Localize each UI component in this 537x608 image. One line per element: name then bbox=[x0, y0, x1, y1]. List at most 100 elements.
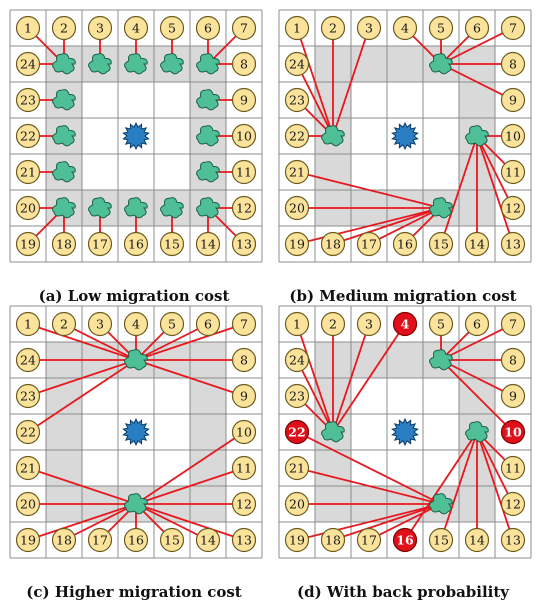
migration-edge bbox=[27, 503, 137, 541]
panel-c-caption: (c) Higher migration cost bbox=[26, 583, 242, 601]
migration-edge bbox=[135, 503, 209, 541]
node-9-circle bbox=[231, 383, 257, 409]
migration-edge bbox=[135, 323, 245, 361]
migration-edge bbox=[332, 207, 442, 245]
cloud-icon bbox=[196, 161, 220, 183]
node-1-label: 1 bbox=[293, 317, 301, 332]
node-15-label: 15 bbox=[164, 237, 180, 252]
node-23-label: 23 bbox=[289, 389, 305, 404]
node-10-circle bbox=[500, 419, 526, 445]
cloud-icon bbox=[321, 125, 345, 147]
node-18-circle bbox=[320, 527, 346, 553]
node-2-circle bbox=[51, 15, 77, 41]
node-5-circle bbox=[428, 15, 454, 41]
cloud-icon bbox=[196, 53, 220, 75]
node-10-circle bbox=[500, 123, 526, 149]
node-4-circle bbox=[123, 15, 149, 41]
node-14-label: 14 bbox=[469, 533, 485, 548]
cloud-icon bbox=[124, 493, 148, 515]
node-22-label: 22 bbox=[288, 425, 305, 440]
node-3-circle bbox=[87, 15, 113, 41]
shaded-cell bbox=[387, 46, 423, 82]
cloud-icon bbox=[160, 197, 184, 219]
node-6-label: 6 bbox=[473, 21, 481, 36]
node-16-circle bbox=[392, 231, 418, 257]
node-20-label: 20 bbox=[289, 497, 305, 512]
migration-edge bbox=[476, 431, 514, 505]
node-12-circle bbox=[500, 195, 526, 221]
node-8-circle bbox=[231, 51, 257, 77]
node-12-circle bbox=[231, 195, 257, 221]
cloud-icon bbox=[429, 53, 453, 75]
node-14-label: 14 bbox=[469, 237, 485, 252]
cloud-icon bbox=[124, 53, 148, 75]
star-icon bbox=[122, 417, 150, 447]
migration-edge bbox=[135, 503, 245, 541]
node-12-label: 12 bbox=[236, 497, 252, 512]
node-4-circle bbox=[123, 311, 149, 337]
node-5-label: 5 bbox=[168, 21, 176, 36]
node-1-circle bbox=[284, 15, 310, 41]
node-16-label: 16 bbox=[128, 237, 144, 252]
migration-edge bbox=[63, 323, 137, 361]
node-17-circle bbox=[356, 231, 382, 257]
node-10-circle bbox=[231, 123, 257, 149]
cloud-icon bbox=[196, 89, 220, 111]
node-1-circle bbox=[15, 15, 41, 41]
node-7-label: 7 bbox=[509, 317, 517, 332]
node-14-circle bbox=[195, 231, 221, 257]
node-20-label: 20 bbox=[20, 497, 36, 512]
node-24-circle bbox=[15, 51, 41, 77]
node-17-label: 17 bbox=[92, 533, 108, 548]
migration-edge bbox=[476, 135, 514, 245]
migration-edge bbox=[440, 63, 514, 101]
node-5-label: 5 bbox=[168, 317, 176, 332]
node-23-label: 23 bbox=[289, 93, 305, 108]
node-15-circle bbox=[428, 527, 454, 553]
node-6-circle bbox=[464, 15, 490, 41]
node-3-label: 3 bbox=[96, 317, 104, 332]
star-icon bbox=[391, 417, 419, 447]
node-18-circle bbox=[51, 527, 77, 553]
node-7-circle bbox=[500, 311, 526, 337]
migration-edge bbox=[135, 467, 245, 505]
node-10-label: 10 bbox=[505, 129, 521, 144]
node-17-circle bbox=[87, 527, 113, 553]
migration-edge bbox=[440, 27, 514, 65]
migration-edge bbox=[27, 359, 137, 397]
shaded-cell bbox=[46, 414, 82, 450]
node-24-label: 24 bbox=[289, 353, 305, 368]
node-17-label: 17 bbox=[92, 237, 108, 252]
node-2-label: 2 bbox=[60, 317, 68, 332]
node-14-circle bbox=[464, 527, 490, 553]
node-2-label: 2 bbox=[60, 21, 68, 36]
panel-a-caption: (a) Low migration cost bbox=[38, 287, 230, 305]
node-19-circle bbox=[284, 231, 310, 257]
node-24-label: 24 bbox=[289, 57, 305, 72]
node-14-circle bbox=[195, 527, 221, 553]
node-4-circle bbox=[392, 311, 418, 337]
node-19-circle bbox=[15, 231, 41, 257]
node-2-circle bbox=[51, 311, 77, 337]
cloud-icon bbox=[465, 421, 489, 443]
node-13-circle bbox=[500, 527, 526, 553]
migration-edge bbox=[296, 323, 334, 433]
node-18-label: 18 bbox=[325, 533, 341, 548]
node-13-circle bbox=[231, 231, 257, 257]
node-12-label: 12 bbox=[505, 497, 521, 512]
cloud-icon bbox=[88, 53, 112, 75]
migration-edge bbox=[27, 323, 137, 361]
node-15-label: 15 bbox=[164, 533, 180, 548]
migration-edge bbox=[404, 431, 478, 541]
node-24-label: 24 bbox=[20, 57, 36, 72]
node-3-circle bbox=[356, 15, 382, 41]
node-10-label: 10 bbox=[504, 425, 522, 440]
node-7-circle bbox=[500, 15, 526, 41]
shaded-cell bbox=[387, 342, 423, 378]
node-22-label: 22 bbox=[20, 425, 36, 440]
node-15-label: 15 bbox=[433, 237, 449, 252]
migration-edge bbox=[368, 207, 442, 245]
node-20-circle bbox=[15, 491, 41, 517]
node-9-label: 9 bbox=[509, 389, 517, 404]
